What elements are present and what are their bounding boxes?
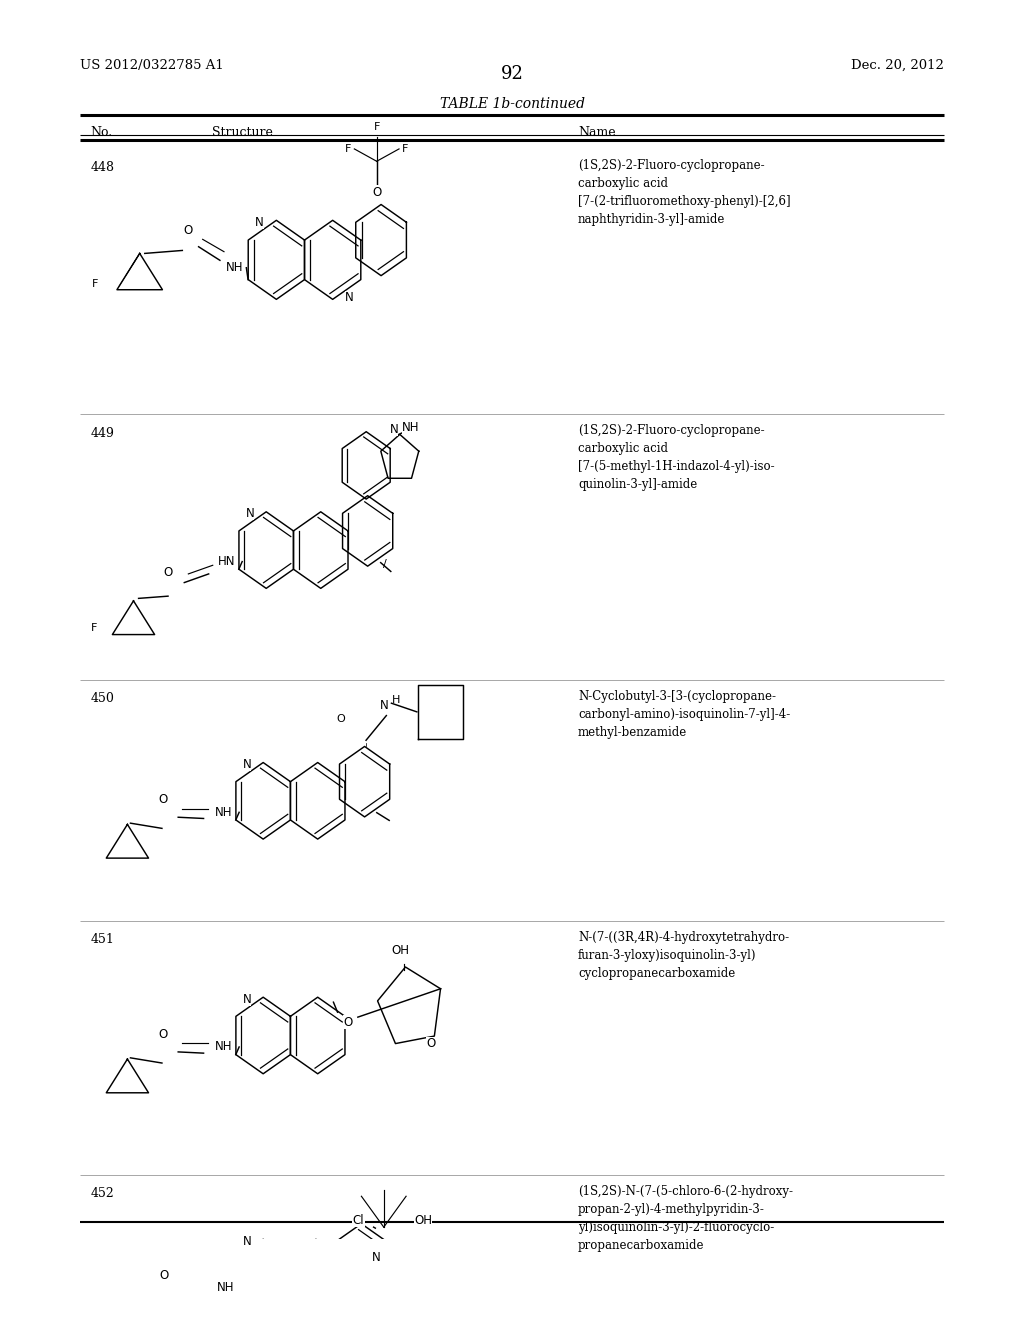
Text: No.: No. xyxy=(90,127,113,140)
Text: NH: NH xyxy=(402,421,420,433)
Text: /: / xyxy=(383,560,387,569)
Text: OH: OH xyxy=(415,1214,432,1228)
Text: (1S,2S)-2-Fluoro-cyclopropane-
carboxylic acid
[7-(5-methyl-1H-indazol-4-yl)-iso: (1S,2S)-2-Fluoro-cyclopropane- carboxyli… xyxy=(578,424,774,491)
Text: (1S,2S)-N-(7-(5-chloro-6-(2-hydroxy-
propan-2-yl)-4-methylpyridin-3-
yl)isoquino: (1S,2S)-N-(7-(5-chloro-6-(2-hydroxy- pro… xyxy=(578,1185,793,1251)
Text: F: F xyxy=(402,144,409,154)
Text: 452: 452 xyxy=(90,1188,115,1200)
Text: NH: NH xyxy=(215,1040,232,1053)
Text: H: H xyxy=(392,694,400,705)
Text: N-Cyclobutyl-3-[3-(cyclopropane-
carbonyl-amino)-isoquinolin-7-yl]-4-
methyl-ben: N-Cyclobutyl-3-[3-(cyclopropane- carbony… xyxy=(578,689,791,739)
Text: OH: OH xyxy=(391,944,410,957)
Text: N: N xyxy=(389,422,398,436)
Text: Structure: Structure xyxy=(212,127,273,140)
Text: O: O xyxy=(184,224,194,238)
Text: O: O xyxy=(160,1269,169,1282)
Text: NH: NH xyxy=(215,805,232,818)
Text: US 2012/0322785 A1: US 2012/0322785 A1 xyxy=(80,58,224,71)
Text: N: N xyxy=(255,215,264,228)
Text: 450: 450 xyxy=(90,692,115,705)
Text: O: O xyxy=(336,714,345,725)
Text: F: F xyxy=(92,279,98,289)
Text: N: N xyxy=(243,1234,252,1247)
Text: O: O xyxy=(372,186,381,198)
Text: 448: 448 xyxy=(90,161,115,174)
Text: (1S,2S)-2-Fluoro-cyclopropane-
carboxylic acid
[7-(2-trifluoromethoxy-phenyl)-[2: (1S,2S)-2-Fluoro-cyclopropane- carboxyli… xyxy=(578,158,791,226)
Text: O: O xyxy=(159,1028,168,1041)
Text: HN: HN xyxy=(218,556,236,568)
Text: 92: 92 xyxy=(501,65,523,83)
Text: F: F xyxy=(374,121,380,132)
Text: Dec. 20, 2012: Dec. 20, 2012 xyxy=(851,58,944,71)
Text: O: O xyxy=(159,793,168,807)
Text: 449: 449 xyxy=(90,426,115,440)
Text: O: O xyxy=(343,1015,352,1028)
Text: NH: NH xyxy=(216,1280,233,1294)
Text: N: N xyxy=(246,507,254,520)
Text: N: N xyxy=(243,993,251,1006)
Text: N: N xyxy=(345,290,354,304)
Text: F: F xyxy=(345,144,351,154)
Text: N: N xyxy=(372,1251,380,1265)
Text: N: N xyxy=(380,700,389,713)
Text: TABLE 1b-continued: TABLE 1b-continued xyxy=(439,96,585,111)
Text: N: N xyxy=(243,758,251,771)
Text: O: O xyxy=(426,1038,435,1051)
Text: F: F xyxy=(91,623,97,634)
Text: Name: Name xyxy=(578,127,615,140)
Text: Cl: Cl xyxy=(352,1214,365,1226)
Text: N-(7-((3R,4R)-4-hydroxytetrahydro-
furan-3-yloxy)isoquinolin-3-yl)
cyclopropanec: N-(7-((3R,4R)-4-hydroxytetrahydro- furan… xyxy=(578,931,790,979)
Text: 451: 451 xyxy=(90,933,115,946)
Text: O: O xyxy=(164,566,173,579)
Text: NH: NH xyxy=(225,261,243,275)
